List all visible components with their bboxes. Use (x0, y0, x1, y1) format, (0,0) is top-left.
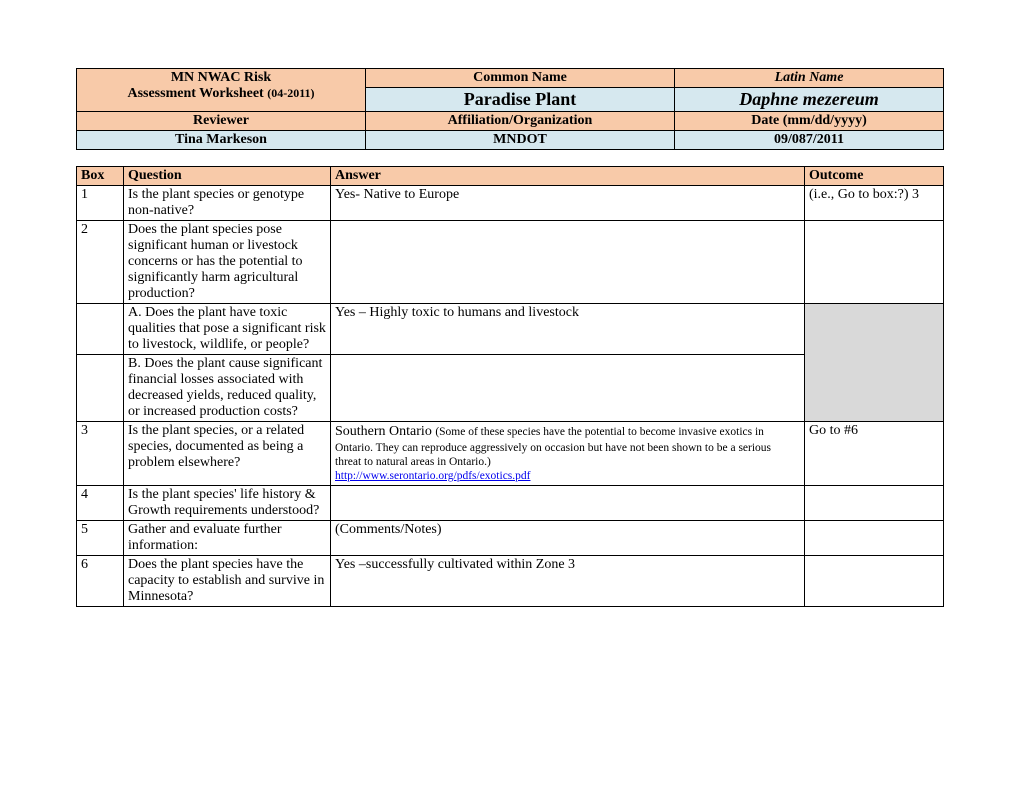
title-line2: Assessment Worksheet (127, 86, 267, 101)
table-row: 1 Is the plant species or genotype non-n… (77, 186, 944, 221)
box-cell: 4 (77, 485, 124, 520)
questions-table: Box Question Answer Outcome 1 Is the pla… (76, 166, 944, 607)
table-row: 2 Does the plant species pose significan… (77, 221, 944, 304)
box-cell: 1 (77, 186, 124, 221)
outcome-cell-shaded (805, 304, 944, 422)
outcome-cell: Go to #6 (805, 422, 944, 486)
date-value: 09/087/2011 (675, 131, 944, 150)
answer-cell (331, 355, 805, 422)
question-cell: Gather and evaluate further information: (124, 520, 331, 555)
box-cell: 2 (77, 221, 124, 304)
col-box: Box (77, 167, 124, 186)
question-cell: B. Does the plant cause significant fina… (124, 355, 331, 422)
outcome-cell (805, 555, 944, 606)
answer-cell: Yes –successfully cultivated within Zone… (331, 555, 805, 606)
question-cell: Is the plant species, or a related speci… (124, 422, 331, 486)
outcome-cell: (i.e., Go to box:?) 3 (805, 186, 944, 221)
affiliation-label: Affiliation/Organization (366, 112, 675, 131)
header-table: MN NWAC Risk Assessment Worksheet (04-20… (76, 68, 944, 150)
answer-cell: Southern Ontario (Some of these species … (331, 422, 805, 486)
answer-cell (331, 485, 805, 520)
table-row: A. Does the plant have toxic qualities t… (77, 304, 944, 355)
answer-cell: (Comments/Notes) (331, 520, 805, 555)
answer-cell: Yes – Highly toxic to humans and livesto… (331, 304, 805, 355)
reviewer-value: Tina Markeson (77, 131, 366, 150)
box-cell (77, 304, 124, 355)
table-row: 5 Gather and evaluate further informatio… (77, 520, 944, 555)
col-question: Question (124, 167, 331, 186)
table-row: 6 Does the plant species have the capaci… (77, 555, 944, 606)
col-answer: Answer (331, 167, 805, 186)
latin-name-label: Latin Name (675, 69, 944, 88)
outcome-cell (805, 221, 944, 304)
box-cell: 5 (77, 520, 124, 555)
date-label: Date (mm/dd/yyyy) (675, 112, 944, 131)
outcome-cell (805, 520, 944, 555)
answer-cell: Yes- Native to Europe (331, 186, 805, 221)
answer-cell (331, 221, 805, 304)
box-cell: 6 (77, 555, 124, 606)
common-name-value: Paradise Plant (366, 88, 675, 112)
table-row: 4 Is the plant species' life history & G… (77, 485, 944, 520)
question-cell: Is the plant species or genotype non-nat… (124, 186, 331, 221)
answer-pre: Southern Ontario (335, 424, 435, 439)
reviewer-label: Reviewer (77, 112, 366, 131)
question-cell: Does the plant species pose significant … (124, 221, 331, 304)
col-outcome: Outcome (805, 167, 944, 186)
affiliation-value: MNDOT (366, 131, 675, 150)
table-row: 3 Is the plant species, or a related spe… (77, 422, 944, 486)
answer-link[interactable]: http://www.serontario.org/pdfs/exotics.p… (335, 470, 530, 482)
latin-name-value: Daphne mezereum (675, 88, 944, 112)
question-cell: A. Does the plant have toxic qualities t… (124, 304, 331, 355)
common-name-label: Common Name (366, 69, 675, 88)
question-cell: Does the plant species have the capacity… (124, 555, 331, 606)
title-cell: MN NWAC Risk Assessment Worksheet (04-20… (77, 69, 366, 112)
question-cell: Is the plant species' life history & Gro… (124, 485, 331, 520)
outcome-cell (805, 485, 944, 520)
box-cell: 3 (77, 422, 124, 486)
box-cell (77, 355, 124, 422)
title-line1: MN NWAC Risk (171, 70, 271, 85)
title-line2-small: (04-2011) (267, 86, 314, 100)
